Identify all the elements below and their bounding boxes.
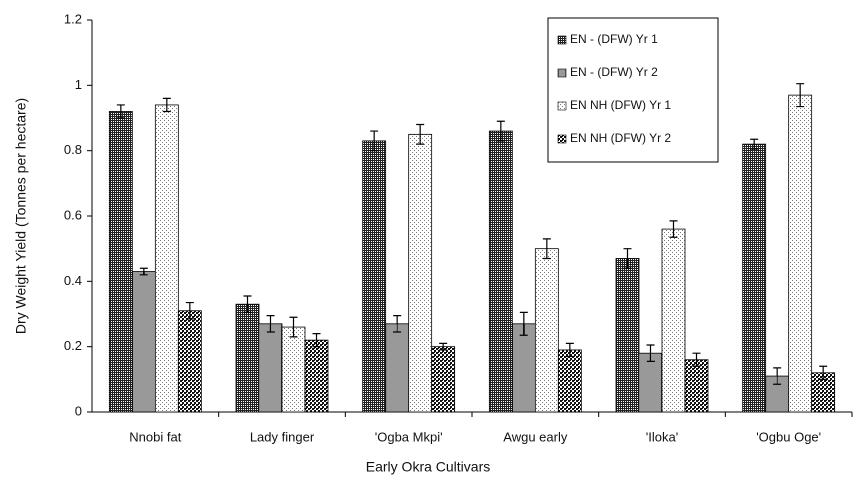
error-bar bbox=[496, 120, 505, 142]
y-tick-label: 0.6 bbox=[64, 207, 82, 222]
legend-box bbox=[547, 17, 719, 163]
bar bbox=[742, 143, 767, 413]
bar bbox=[408, 133, 433, 413]
bar bbox=[177, 310, 202, 413]
error-line bbox=[393, 315, 402, 333]
y-tick-label: 1 bbox=[75, 77, 82, 92]
bar bbox=[304, 339, 329, 413]
error-bar bbox=[819, 365, 828, 380]
y-tick-label: 0.4 bbox=[64, 273, 82, 288]
legend-swatch bbox=[557, 35, 567, 45]
error-bar bbox=[289, 316, 298, 338]
bar bbox=[615, 258, 640, 413]
legend-label: EN - (DFW) Yr 1 bbox=[570, 32, 658, 46]
y-axis-title: Dry Weight Yield (Tonnes per hectare) bbox=[13, 98, 29, 334]
error-bar bbox=[565, 342, 574, 358]
error-line bbox=[496, 120, 505, 142]
error-bar bbox=[266, 315, 275, 333]
error-bar bbox=[542, 238, 551, 260]
error-line bbox=[312, 333, 321, 348]
error-bar bbox=[139, 267, 148, 276]
legend-label: EN NH (DFW) Yr 2 bbox=[570, 131, 671, 145]
error-bar bbox=[185, 301, 194, 320]
error-line bbox=[819, 365, 828, 380]
error-line bbox=[439, 342, 448, 351]
bar bbox=[235, 303, 260, 413]
bar bbox=[258, 323, 283, 413]
error-bar bbox=[750, 138, 759, 150]
error-bar bbox=[416, 123, 425, 145]
bar bbox=[108, 111, 133, 413]
error-bar bbox=[519, 311, 528, 336]
bar bbox=[131, 271, 156, 413]
bar bbox=[431, 346, 456, 413]
error-line bbox=[243, 295, 252, 313]
error-bar bbox=[393, 315, 402, 333]
legend-swatch bbox=[557, 101, 567, 111]
error-bar bbox=[312, 333, 321, 348]
error-line bbox=[623, 248, 632, 269]
error-bar bbox=[116, 104, 125, 119]
error-line bbox=[416, 123, 425, 145]
x-tick-label: Lady finger bbox=[250, 429, 315, 444]
error-bar bbox=[623, 248, 632, 269]
error-line bbox=[185, 301, 194, 320]
error-line bbox=[750, 138, 759, 150]
x-tick-label: 'Iloka' bbox=[646, 429, 678, 444]
error-bar bbox=[162, 97, 171, 113]
x-tick-label: 'Ogbu Oge' bbox=[756, 429, 821, 444]
error-bar bbox=[796, 83, 805, 108]
legend-swatch bbox=[557, 68, 567, 78]
bar bbox=[281, 326, 306, 413]
x-axis-title: Early Okra Cultivars bbox=[366, 459, 490, 475]
error-line bbox=[370, 130, 379, 152]
x-tick-label: Nnobi fat bbox=[129, 429, 181, 444]
error-line bbox=[646, 344, 655, 362]
bar bbox=[534, 248, 559, 413]
error-line bbox=[116, 104, 125, 119]
error-line bbox=[139, 267, 148, 276]
legend-swatch bbox=[557, 134, 567, 144]
error-line bbox=[519, 311, 528, 336]
error-bar bbox=[773, 367, 782, 385]
bar bbox=[661, 228, 686, 413]
y-tick-label: 0.2 bbox=[64, 338, 82, 353]
error-bar bbox=[439, 342, 448, 351]
bar bbox=[511, 323, 536, 413]
bar bbox=[385, 323, 410, 413]
error-line bbox=[542, 238, 551, 260]
y-tick-label: 1.2 bbox=[64, 11, 82, 26]
error-bar bbox=[370, 130, 379, 152]
legend-label: EN NH (DFW) Yr 1 bbox=[570, 98, 671, 112]
error-line bbox=[162, 97, 171, 113]
error-bar bbox=[669, 220, 678, 238]
error-line bbox=[565, 342, 574, 358]
y-tick-label: 0 bbox=[75, 403, 82, 418]
bar bbox=[638, 352, 663, 413]
bar bbox=[788, 94, 813, 413]
y-tick-label: 0.8 bbox=[64, 142, 82, 157]
error-line bbox=[266, 315, 275, 333]
error-bar bbox=[243, 295, 252, 313]
bar bbox=[488, 130, 513, 413]
error-bar bbox=[692, 352, 701, 367]
error-line bbox=[669, 220, 678, 238]
error-line bbox=[692, 352, 701, 367]
bar bbox=[362, 140, 387, 413]
error-line bbox=[796, 83, 805, 108]
error-line bbox=[289, 316, 298, 338]
x-tick-label: Awgu early bbox=[503, 429, 568, 444]
bar bbox=[684, 359, 709, 413]
x-tick-label: 'Ogba Mkpi' bbox=[375, 429, 443, 444]
legend-label: EN - (DFW) Yr 2 bbox=[570, 65, 658, 79]
error-line bbox=[773, 367, 782, 385]
error-bar bbox=[646, 344, 655, 362]
bar bbox=[154, 104, 179, 413]
bar bbox=[557, 349, 582, 413]
